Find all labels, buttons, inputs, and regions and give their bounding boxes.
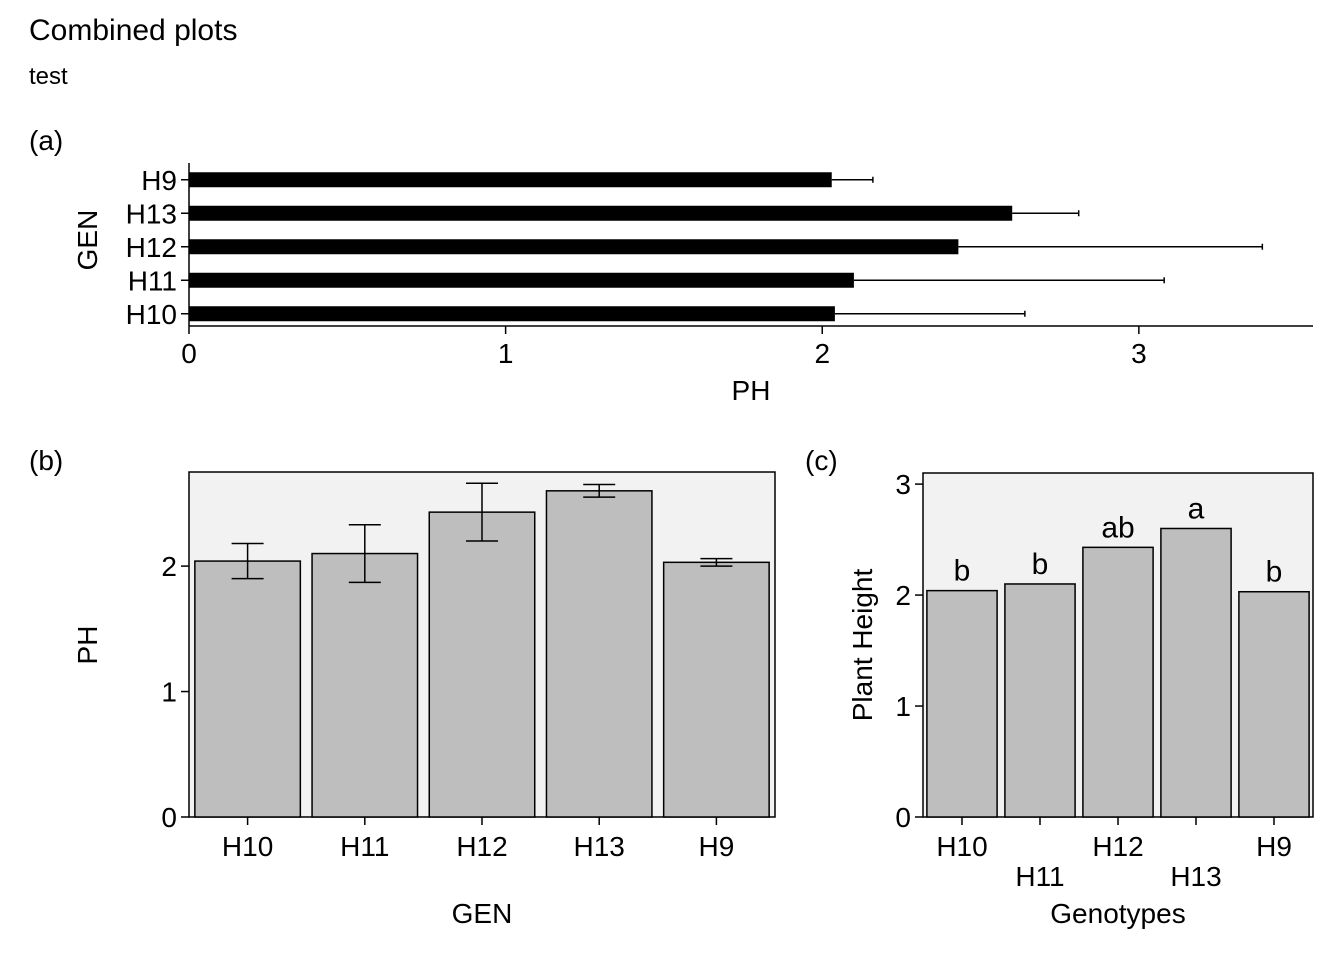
x-tick-label-1: 1 <box>498 338 514 369</box>
bar-h12 <box>428 511 536 818</box>
x-tick-label-h10: H10 <box>936 831 987 862</box>
letter-h13: a <box>1188 492 1205 525</box>
panel-a-x-axis-title: PH <box>732 375 771 406</box>
bar-h10 <box>926 589 998 818</box>
bar-h9 <box>1238 590 1310 818</box>
panel-a-error-bars <box>831 176 1264 317</box>
y-tick-label-1: 1 <box>895 691 911 722</box>
x-tick-label-h11: H11 <box>1015 861 1064 892</box>
panel-a-bars <box>189 172 1013 322</box>
x-tick-label-h10: H10 <box>222 831 273 862</box>
x-tick-label-h13: H13 <box>1170 861 1221 892</box>
y-tick-label-h10: H10 <box>126 299 177 330</box>
bar-h11 <box>311 552 419 818</box>
panel-c-x-ticks: H10 H11 H12 H13 H9 <box>936 817 1292 892</box>
y-tick-label-2: 2 <box>895 580 911 611</box>
bar-h13 <box>1160 527 1232 818</box>
y-tick-label-0: 0 <box>895 802 911 833</box>
panel-a-x-ticks: 0 1 2 3 <box>181 326 1147 369</box>
y-tick-label-0: 0 <box>161 802 177 833</box>
x-tick-label-h11: H11 <box>340 831 389 862</box>
bar-h12 <box>189 239 959 255</box>
panel-c-tag: (c) <box>805 445 838 476</box>
x-tick-label-h9: H9 <box>699 831 735 862</box>
panel-c-x-axis-title: Genotypes <box>1050 898 1185 929</box>
figure-subtitle: test <box>29 63 68 90</box>
y-tick-label-h12: H12 <box>126 232 177 263</box>
bar-h12 <box>1082 546 1154 818</box>
x-tick-label-3: 3 <box>1131 338 1147 369</box>
panel-b: (b) 0 1 2 H10 H11 H12 H13 H9 GEN PH <box>29 445 776 929</box>
bar-h10 <box>189 306 835 322</box>
y-tick-label-h9: H9 <box>141 165 177 196</box>
y-tick-label-h13: H13 <box>126 198 177 229</box>
panel-b-x-ticks: H10 H11 H12 H13 H9 <box>222 817 734 862</box>
bar-h10 <box>194 560 302 818</box>
x-tick-label-h12: H12 <box>456 831 507 862</box>
y-tick-label-3: 3 <box>895 469 911 500</box>
letter-h11: b <box>1032 548 1049 581</box>
bar-h11 <box>1004 583 1076 818</box>
y-tick-label-2: 2 <box>161 551 177 582</box>
letter-h9: b <box>1266 556 1283 589</box>
y-tick-label-h11: H11 <box>128 265 177 296</box>
panel-b-y-ticks: 0 1 2 <box>161 551 189 833</box>
bar-h13 <box>189 205 1013 221</box>
panel-c-y-ticks: 0 1 2 3 <box>895 469 923 833</box>
letter-h12: ab <box>1101 511 1134 544</box>
panel-b-x-axis-title: GEN <box>452 898 513 929</box>
bar-h11 <box>189 272 854 288</box>
panel-a-y-axis-title: GEN <box>72 210 103 271</box>
panel-c-bars <box>926 527 1310 818</box>
panel-b-bars <box>194 490 770 818</box>
bar-h13 <box>545 490 653 818</box>
letter-h10: b <box>954 555 971 588</box>
panel-c-y-axis-title: Plant Height <box>847 569 878 722</box>
bar-h9 <box>662 561 770 818</box>
y-tick-label-1: 1 <box>161 677 177 708</box>
panel-b-tag: (b) <box>29 445 63 476</box>
x-tick-label-0: 0 <box>181 338 197 369</box>
x-tick-label-2: 2 <box>814 338 830 369</box>
x-tick-label-h12: H12 <box>1092 831 1143 862</box>
panel-b-error-bars <box>231 482 733 584</box>
x-tick-label-h9: H9 <box>1256 831 1292 862</box>
figure-title: Combined plots <box>29 14 237 47</box>
bar-h9 <box>189 172 832 188</box>
x-tick-label-h13: H13 <box>574 831 625 862</box>
panel-b-y-axis-title: PH <box>72 626 103 665</box>
panel-a-tag: (a) <box>29 125 63 156</box>
